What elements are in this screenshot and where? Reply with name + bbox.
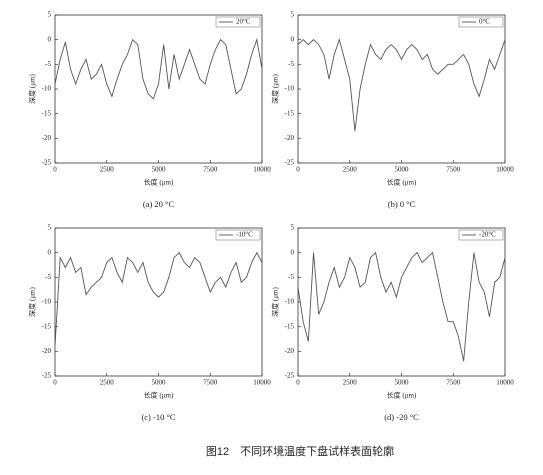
legend-box [215,229,261,241]
panel-caption: (b) 0 °C [388,199,416,209]
y-axis-label: 深度 (μm) [28,287,37,317]
x-tick-label: 2500 [343,166,358,174]
x-tick-label: 0 [53,379,57,387]
x-tick-label: 7500 [446,166,461,174]
y-tick-label: -20 [42,134,52,142]
y-tick-label: -10 [42,298,52,306]
y-axis-label: 深度 (μm) [28,74,37,104]
y-tick-label: -20 [285,347,295,355]
y-tick-label: -15 [42,322,52,330]
y-tick-label: -20 [42,347,52,355]
y-tick-label: 5 [48,11,52,19]
profile-line [54,251,263,347]
y-tick-label: 0 [291,35,295,43]
legend-box [458,229,504,241]
x-tick-label: 2500 [100,166,115,174]
y-axis-label: 深度 (μm) [271,74,280,104]
x-tick-label: 5000 [152,166,167,174]
profile-line [54,37,263,100]
x-tick-label: 7500 [446,379,461,387]
profile-line [297,38,506,131]
y-tick-label: -25 [42,372,52,380]
y-tick-label: -20 [285,134,295,142]
y-tick-label: -25 [42,159,52,167]
x-axis-label: 长度 (μm) [387,178,417,187]
legend-label: -20°C [479,231,496,239]
x-tick-label: 7500 [203,379,218,387]
x-tick-label: 2500 [100,379,115,387]
x-tick-label: 7500 [203,166,218,174]
x-axis-label: 长度 (μm) [144,391,174,400]
panel-caption: (c) -10 °C [141,412,175,422]
y-tick-label: -15 [285,322,295,330]
panel-caption: (a) 20 °C [143,199,175,209]
y-axis-label: 深度 (μm) [271,287,280,317]
y-tick-label: -10 [285,298,295,306]
x-tick-label: 0 [296,166,300,174]
x-tick-label: 0 [53,166,57,174]
figure-caption: 图12 不同环境温度下盘试样表面轮廓 [206,444,394,458]
y-tick-label: 5 [48,224,52,232]
legend-label: -10°C [236,231,253,239]
x-tick-label: 5000 [395,166,410,174]
x-axis-label: 长度 (μm) [144,178,174,187]
x-axis-label: 长度 (μm) [387,391,417,400]
y-tick-label: -5 [288,60,294,68]
x-tick-label: 0 [296,379,300,387]
y-tick-label: -10 [42,85,52,93]
y-tick-label: -25 [285,159,295,167]
x-tick-label: 5000 [152,379,167,387]
x-tick-label: 10000 [253,379,271,387]
legend-label: 20°C [236,18,251,26]
y-tick-label: 5 [291,11,295,19]
x-tick-label: 10000 [496,166,514,174]
legend-label: 0°C [479,18,490,26]
profile-line [297,251,506,362]
y-tick-label: 0 [291,248,295,256]
y-tick-label: -5 [288,273,294,281]
legend-box [458,16,504,28]
x-tick-label: 10000 [496,379,514,387]
x-tick-label: 5000 [395,379,410,387]
x-tick-label: 2500 [343,379,358,387]
y-tick-label: -5 [45,273,51,281]
y-tick-label: -25 [285,372,295,380]
y-tick-label: -15 [42,109,52,117]
y-tick-label: -5 [45,60,51,68]
y-tick-label: 5 [291,224,295,232]
panel-caption: (d) -20 °C [384,412,419,422]
y-tick-label: -10 [285,85,295,93]
y-tick-label: -15 [285,109,295,117]
x-tick-label: 10000 [253,166,271,174]
legend-box [215,16,261,28]
y-tick-label: 0 [48,35,52,43]
y-tick-label: 0 [48,248,52,256]
